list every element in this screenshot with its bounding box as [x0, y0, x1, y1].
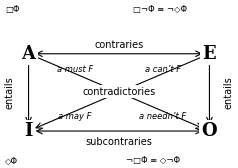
Text: a needn’t F: a needn’t F [139, 112, 187, 121]
Text: subcontraries: subcontraries [86, 137, 152, 147]
Text: ¬□Φ ≡ ◇¬Φ: ¬□Φ ≡ ◇¬Φ [126, 156, 180, 165]
Text: a may F: a may F [58, 112, 92, 121]
Text: a can’t F: a can’t F [145, 65, 181, 74]
Text: E: E [203, 45, 216, 63]
Text: contradictories: contradictories [82, 87, 156, 97]
Text: □Φ: □Φ [5, 5, 19, 14]
Text: I: I [24, 122, 33, 140]
Text: O: O [202, 122, 217, 140]
Text: contraries: contraries [94, 39, 144, 50]
Text: entails: entails [224, 76, 234, 109]
Text: a must F: a must F [57, 65, 93, 74]
Text: ◇Φ: ◇Φ [5, 156, 18, 165]
Text: A: A [22, 45, 35, 63]
Text: entails: entails [4, 76, 14, 109]
Text: □¬Φ ≡ ¬◇Φ: □¬Φ ≡ ¬◇Φ [133, 5, 187, 14]
